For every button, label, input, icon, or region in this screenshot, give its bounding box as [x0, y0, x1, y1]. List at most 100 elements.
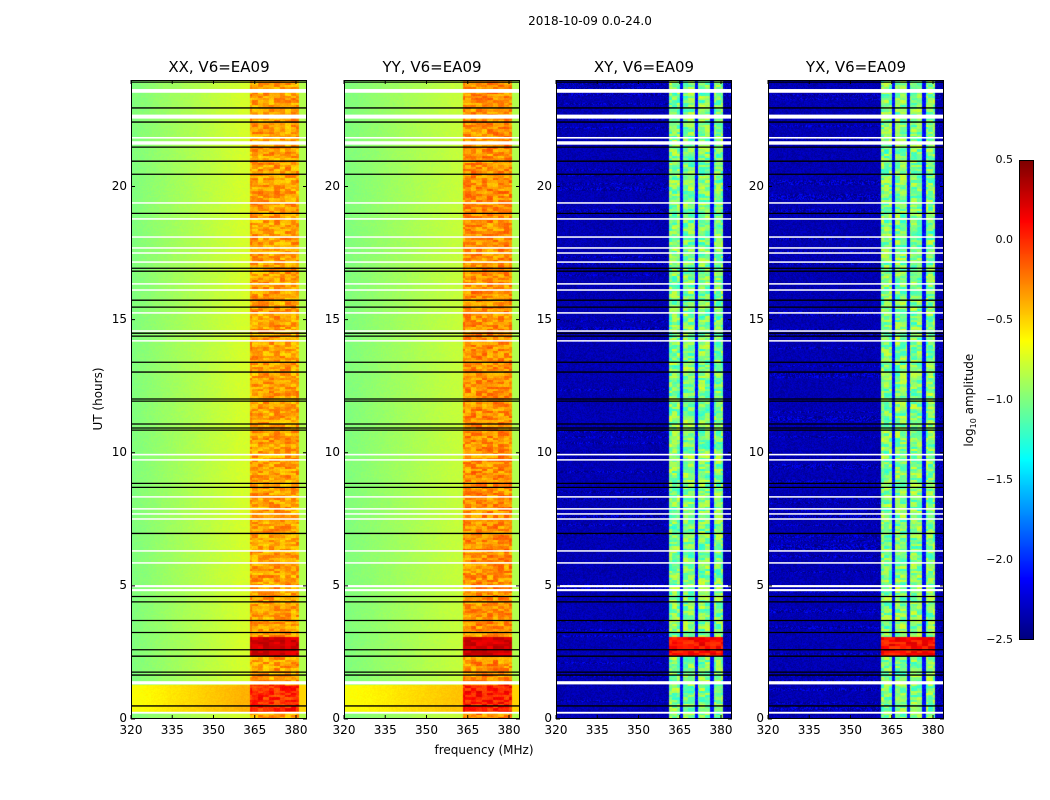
flagged-row — [131, 312, 307, 314]
flagged-row — [556, 89, 732, 93]
flagged-row — [131, 550, 307, 552]
y-tick-label: 15 — [111, 311, 127, 326]
flagged-row — [131, 283, 307, 285]
x-tick-label: 335 — [585, 723, 609, 737]
flagged-row — [344, 518, 520, 520]
panel-title: YX, V6=EA09 — [805, 58, 907, 76]
flagged-row — [131, 236, 307, 238]
x-tick-label: 350 — [839, 723, 862, 737]
flagged-row — [344, 508, 520, 510]
y-tick-label: 20 — [111, 178, 127, 193]
flagged-row — [768, 202, 944, 204]
flagged-row — [768, 453, 944, 456]
flagged-row — [344, 136, 520, 139]
x-tick-label: 350 — [202, 723, 225, 737]
flagged-row — [768, 283, 944, 285]
x-tick-label: 350 — [415, 723, 438, 737]
flagged-row — [556, 330, 732, 332]
flagged-row — [344, 589, 520, 592]
y-tick-label: 5 — [544, 577, 552, 592]
flagged-row — [131, 252, 307, 254]
panel-yx: YX, V6=EA09 320 335 350 365 380 0 5 10 15 20 — [749, 58, 945, 737]
flagged-row — [344, 202, 520, 204]
panel-xx: XX, V6=EA09 320 335 350 365 380 0 5 10 15 20 — [112, 58, 308, 737]
flagged-row — [768, 247, 944, 249]
flagged-row — [131, 202, 307, 204]
flagged-row — [768, 141, 944, 145]
flagged-row — [556, 247, 732, 249]
y-tick-label: 10 — [748, 444, 764, 459]
flagged-row — [768, 496, 944, 498]
flagged-row — [556, 289, 732, 291]
figure-title: 2018-10-09 0.0-24.0 — [528, 14, 652, 28]
flagged-row — [556, 312, 732, 314]
flagged-row — [131, 218, 307, 220]
flagged-row — [131, 289, 307, 291]
flagged-row — [344, 496, 520, 498]
flagged-row — [768, 312, 944, 314]
flagged-row — [556, 252, 732, 254]
flagged-row — [768, 550, 944, 552]
colorbar — [1019, 160, 1034, 640]
flagged-row — [131, 589, 307, 592]
flagged-row — [768, 136, 944, 139]
flagged-row — [556, 136, 732, 139]
x-tick-label: 380 — [709, 723, 733, 737]
x-tick-label: 365 — [243, 723, 267, 737]
flagged-row — [131, 459, 307, 461]
flagged-row — [344, 453, 520, 456]
flagged-row — [344, 283, 520, 285]
colorbar-label: log10 amplitude — [962, 340, 978, 460]
flagged-row — [556, 562, 732, 564]
flagged-row — [768, 218, 944, 220]
y-tick-label: 15 — [748, 311, 764, 326]
colorbar-tick-label: −1.5 — [986, 473, 1013, 486]
flagged-row — [131, 496, 307, 498]
flagged-row — [344, 114, 520, 119]
axes-frame — [556, 80, 732, 719]
flagged-row — [344, 681, 520, 685]
y-tick-label: 0 — [332, 711, 340, 725]
y-tick-label: 5 — [332, 577, 340, 592]
x-tick-label: 335 — [797, 723, 821, 737]
panel-title: YY, V6=EA09 — [382, 58, 482, 76]
flagged-row — [556, 681, 732, 685]
y-tick-label: 0 — [119, 711, 127, 725]
panel-overlay — [555, 80, 732, 720]
axes-frame — [344, 80, 520, 719]
flagged-row — [131, 340, 307, 342]
colorbar-tick-label: −1.0 — [986, 393, 1013, 406]
y-tick-label: 20 — [748, 178, 764, 193]
y-tick-label: 20 — [324, 178, 340, 193]
y-tick-label: 0 — [544, 711, 552, 725]
flagged-row — [768, 681, 944, 685]
y-tick-label: 20 — [536, 178, 552, 193]
y-tick-label: 5 — [756, 577, 764, 592]
flagged-row — [556, 496, 732, 498]
panel-title: XY, V6=EA09 — [593, 58, 695, 76]
x-axis-label: frequency (MHz) — [434, 743, 534, 757]
flagged-row — [768, 585, 944, 588]
flagged-row — [344, 459, 520, 461]
y-tick-label: 0 — [756, 711, 764, 725]
flagged-row — [556, 508, 732, 510]
flagged-row — [131, 513, 307, 515]
x-tick-label: 380 — [921, 723, 945, 737]
flagged-row — [344, 711, 520, 714]
axes-frame — [768, 80, 944, 719]
y-tick-label: 10 — [111, 444, 127, 459]
colorbar-label-rest: amplitude — [961, 353, 976, 419]
flagged-row — [768, 562, 944, 564]
x-tick-label: 365 — [456, 723, 480, 737]
panel-overlay — [130, 80, 307, 720]
flagged-row — [131, 261, 307, 263]
flagged-row — [768, 711, 944, 714]
colorbar-tick-label: −0.5 — [986, 313, 1013, 326]
x-tick-label: 380 — [497, 723, 521, 737]
flagged-row — [768, 330, 944, 332]
flagged-row — [768, 518, 944, 520]
flagged-row — [344, 261, 520, 263]
flagged-row — [344, 289, 520, 291]
flagged-row — [131, 136, 307, 139]
flagged-row — [344, 89, 520, 93]
